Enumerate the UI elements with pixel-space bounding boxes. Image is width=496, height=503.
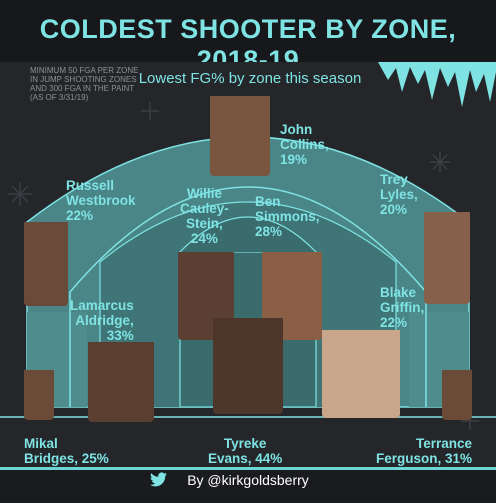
label-collins: John Collins, 19% bbox=[280, 122, 329, 167]
player-photo-evans bbox=[213, 318, 283, 414]
qualification-note: MINIMUM 50 FGA PER ZONE IN JUMP SHOOTING… bbox=[30, 66, 139, 102]
label-aldridge: Lamarcus Aldridge, 33% bbox=[70, 298, 134, 343]
player-photo-bridges bbox=[24, 370, 54, 420]
player-photo-westbrook bbox=[24, 222, 68, 306]
player-photo-ferguson bbox=[442, 370, 472, 420]
label-westbrook: Russell Westbrook 22% bbox=[66, 178, 136, 223]
label-griffin: Blake Griffin, 22% bbox=[380, 285, 425, 330]
label-cauley-stein: Willie Cauley- Stein, 24% bbox=[180, 186, 229, 246]
label-bridges: Mikal Bridges, 25% bbox=[24, 436, 109, 466]
snowflake-icon bbox=[8, 102, 479, 430]
page-title: COLDEST SHOOTER BY ZONE, 2018-19 bbox=[39, 14, 457, 75]
player-photo-griffin bbox=[322, 330, 400, 418]
player-photo-aldridge bbox=[88, 342, 154, 422]
label-evans: Tyreke Evans, 44% bbox=[208, 436, 283, 466]
player-photo-collins bbox=[210, 96, 270, 176]
player-photo-lyles bbox=[424, 212, 470, 304]
twitter-icon bbox=[150, 472, 167, 487]
label-simmons: Ben Simmons, 28% bbox=[255, 194, 320, 239]
label-ferguson: Terrance Ferguson, 31% bbox=[376, 436, 473, 466]
icicles-decoration bbox=[378, 62, 496, 107]
subtitle: Lowest FG% by zone this season bbox=[138, 70, 362, 87]
credit-text[interactable]: By @kirkgoldsberry bbox=[187, 472, 309, 488]
label-lyles: Trey Lyles, 20% bbox=[380, 172, 418, 217]
footer-bar bbox=[0, 467, 496, 503]
